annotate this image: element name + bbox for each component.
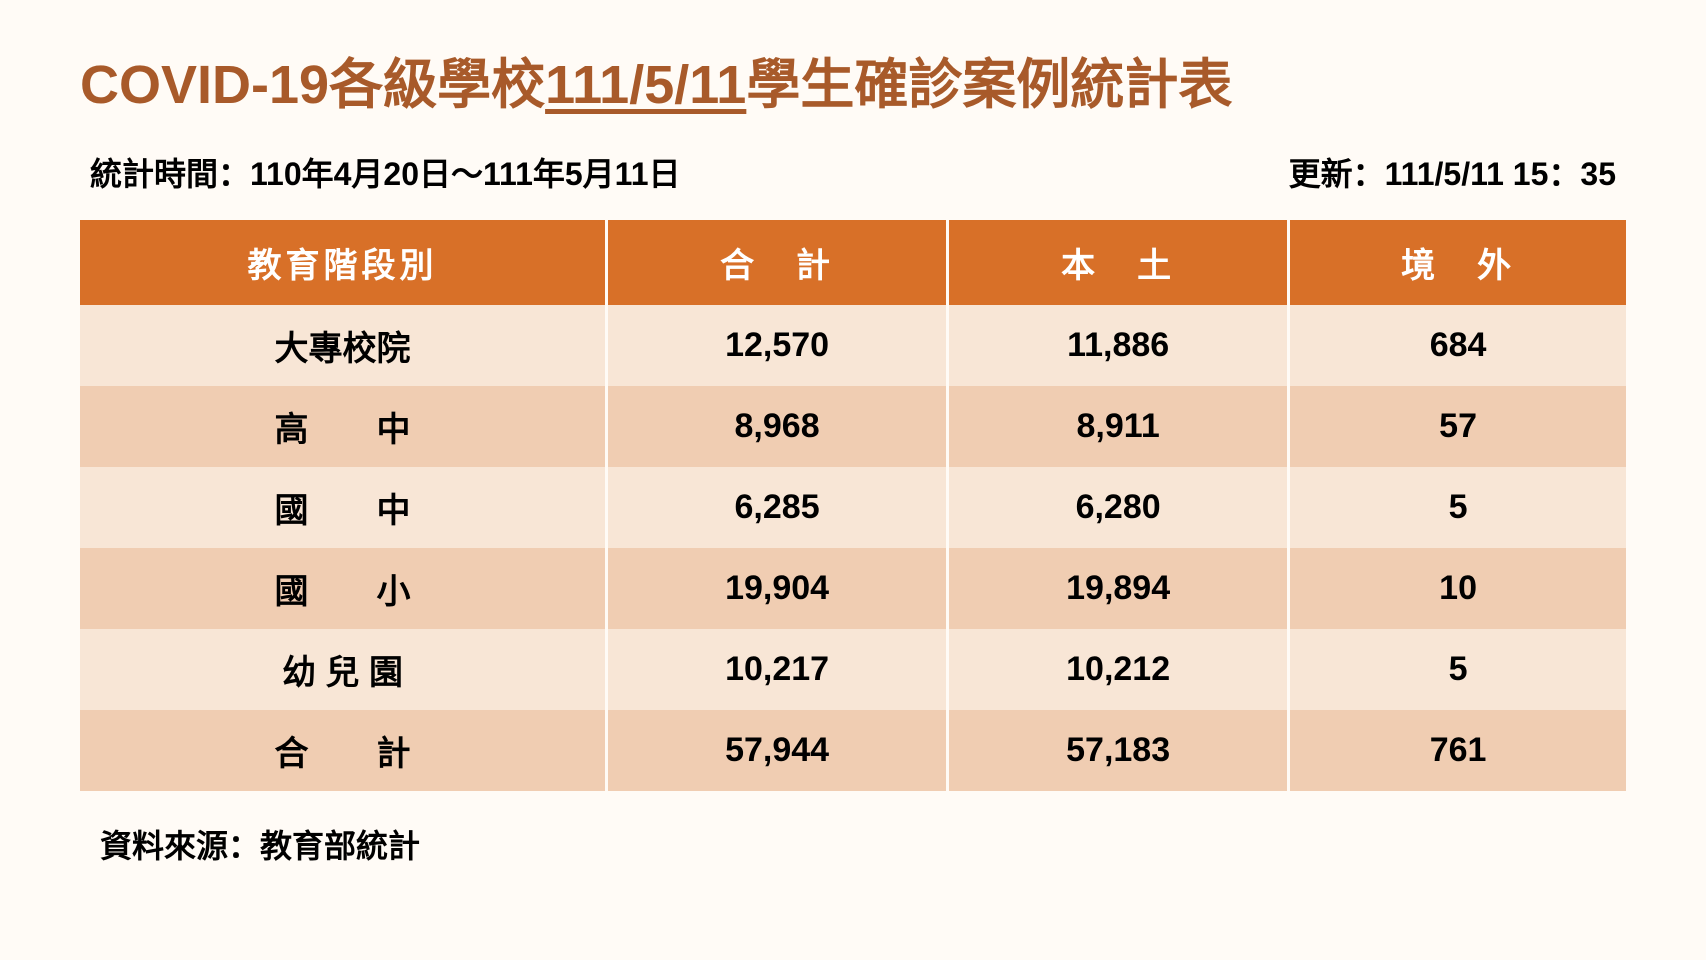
cell-local: 11,886 — [948, 305, 1289, 386]
cell-total: 19,904 — [607, 548, 948, 629]
cell-overseas: 5 — [1289, 467, 1626, 548]
cell-total: 8,968 — [607, 386, 948, 467]
cell-label: 高 中 — [80, 386, 607, 467]
table-body: 大專校院 12,570 11,886 684 高 中 8,968 8,911 5… — [80, 305, 1626, 791]
table-row: 大專校院 12,570 11,886 684 — [80, 305, 1626, 386]
cell-total: 6,285 — [607, 467, 948, 548]
update-label: 更新：111/5/11 15：35 — [1289, 149, 1616, 195]
cell-label: 合 計 — [80, 710, 607, 791]
col-header-level: 教育階段別 — [80, 220, 607, 305]
cell-local: 57,183 — [948, 710, 1289, 791]
cell-total: 57,944 — [607, 710, 948, 791]
cell-local: 10,212 — [948, 629, 1289, 710]
title-prefix: COVID-19各級學校 — [80, 55, 545, 115]
col-header-local: 本 土 — [948, 220, 1289, 305]
stats-table: 教育階段別 合 計 本 土 境 外 大專校院 12,570 11,886 684… — [80, 220, 1626, 791]
table-header-row: 教育階段別 合 計 本 土 境 外 — [80, 220, 1626, 305]
col-header-total: 合 計 — [607, 220, 948, 305]
page-title: COVID-19各級學校111/5/11學生確診案例統計表 — [80, 40, 1626, 119]
cell-total: 12,570 — [607, 305, 948, 386]
cell-overseas: 761 — [1289, 710, 1626, 791]
table-row: 國 小 19,904 19,894 10 — [80, 548, 1626, 629]
table-row: 幼 兒 園 10,217 10,212 5 — [80, 629, 1626, 710]
title-date: 111/5/11 — [545, 55, 746, 115]
cell-local: 19,894 — [948, 548, 1289, 629]
cell-total: 10,217 — [607, 629, 948, 710]
cell-overseas: 57 — [1289, 386, 1626, 467]
cell-overseas: 10 — [1289, 548, 1626, 629]
meta-row: 統計時間：110年4月20日～111年5月11日 更新：111/5/11 15：… — [80, 149, 1626, 195]
table-row: 合 計 57,944 57,183 761 — [80, 710, 1626, 791]
period-label: 統計時間：110年4月20日～111年5月11日 — [90, 149, 681, 195]
cell-label: 國 小 — [80, 548, 607, 629]
source-label: 資料來源：教育部統計 — [80, 821, 1626, 867]
col-header-overseas: 境 外 — [1289, 220, 1626, 305]
cell-label: 幼 兒 園 — [80, 629, 607, 710]
table-row: 國 中 6,285 6,280 5 — [80, 467, 1626, 548]
table-row: 高 中 8,968 8,911 57 — [80, 386, 1626, 467]
cell-label: 國 中 — [80, 467, 607, 548]
title-suffix: 學生確診案例統計表 — [746, 55, 1232, 115]
cell-local: 8,911 — [948, 386, 1289, 467]
cell-label: 大專校院 — [80, 305, 607, 386]
cell-overseas: 684 — [1289, 305, 1626, 386]
cell-overseas: 5 — [1289, 629, 1626, 710]
cell-local: 6,280 — [948, 467, 1289, 548]
